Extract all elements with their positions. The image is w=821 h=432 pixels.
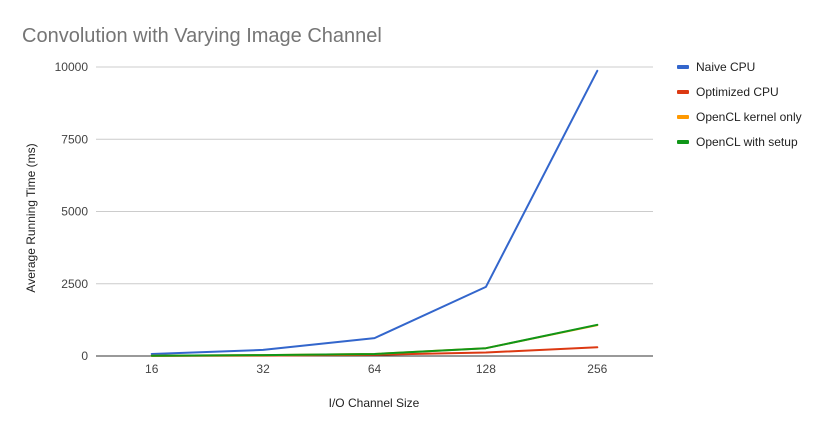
legend: Naive CPU Optimized CPU OpenCL kernel only… <box>677 60 802 149</box>
x-tick-label: 32 <box>256 362 270 376</box>
y-axis-ticks: 0 2500 5000 7500 10000 <box>55 60 89 363</box>
legend-label: OpenCL kernel only <box>696 110 802 124</box>
y-axis-label: Average Running Time (ms) <box>24 143 38 292</box>
legend-swatch <box>677 90 689 94</box>
x-tick-label: 64 <box>368 362 382 376</box>
series-lines <box>150 69 599 357</box>
x-tick-label: 128 <box>476 362 496 376</box>
x-tick-label: 16 <box>145 362 159 376</box>
legend-swatch <box>677 65 689 69</box>
y-tick-label: 0 <box>81 349 88 363</box>
legend-label: Naive CPU <box>696 60 755 74</box>
y-tick-label: 7500 <box>61 132 88 146</box>
legend-label: OpenCL with setup <box>696 135 798 149</box>
gridlines <box>96 66 653 357</box>
series-line-naive-cpu <box>150 69 599 355</box>
x-tick-label: 256 <box>587 362 607 376</box>
x-axis-label: I/O Channel Size <box>329 396 420 410</box>
y-tick-label: 2500 <box>61 277 88 291</box>
x-axis-ticks: 16 32 64 128 256 <box>145 362 608 376</box>
y-tick-label: 5000 <box>61 205 88 219</box>
series-line-opencl-with-setup <box>150 323 599 357</box>
y-tick-label: 10000 <box>55 60 89 74</box>
chart-title: Convolution with Varying Image Channel <box>22 25 382 47</box>
legend-swatch <box>677 140 689 144</box>
legend-swatch <box>677 115 689 119</box>
legend-label: Optimized CPU <box>696 85 779 99</box>
